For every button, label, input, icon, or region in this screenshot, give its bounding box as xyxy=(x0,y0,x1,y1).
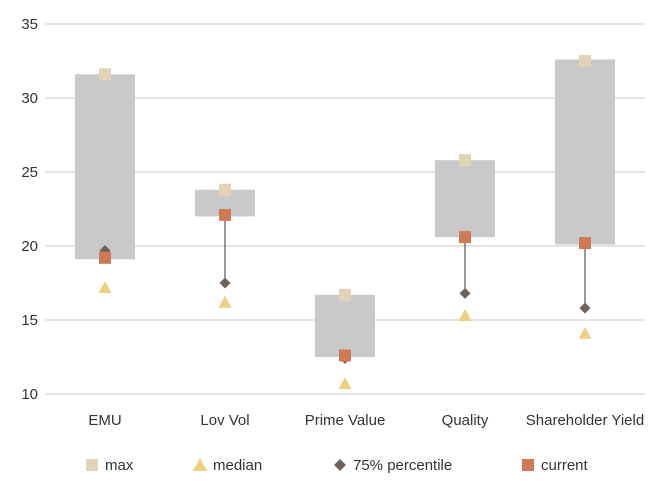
range-box xyxy=(555,59,615,245)
range-box xyxy=(75,74,135,260)
legend-label: median xyxy=(213,457,262,474)
x-tick-label: Quality xyxy=(442,412,489,429)
marker-current xyxy=(459,231,471,244)
x-tick-label: Prime Value xyxy=(305,412,386,429)
y-tick-label: 10 xyxy=(21,386,38,403)
legend-label: current xyxy=(541,457,589,474)
marker-current xyxy=(219,208,231,221)
marker-max xyxy=(459,154,471,167)
marker-median xyxy=(458,309,472,322)
legend-swatch-icon xyxy=(193,458,207,471)
marker-max xyxy=(579,55,591,67)
marker-75-percentile xyxy=(459,287,471,299)
marker-current xyxy=(339,349,351,362)
legend[interactable]: max median 75% percentile current xyxy=(86,457,589,474)
markers xyxy=(98,55,592,390)
range-box xyxy=(435,160,495,238)
marker-current xyxy=(579,237,591,250)
marker-max xyxy=(339,288,351,301)
legend-label: 75% percentile xyxy=(353,457,452,474)
x-tick-label: Shareholder Yield xyxy=(526,412,644,429)
legend-swatch-icon xyxy=(334,459,346,471)
y-tick-label: 25 xyxy=(21,164,38,181)
legend-item-75-percentile[interactable]: 75% percentile xyxy=(334,457,452,474)
marker-max xyxy=(219,183,231,196)
x-tick-label: EMU xyxy=(88,412,121,429)
marker-median xyxy=(578,326,592,339)
legend-item-median[interactable]: median xyxy=(193,457,262,474)
y-axis-ticks: 10 15 20 25 30 35 xyxy=(21,16,38,403)
marker-75-percentile xyxy=(219,277,231,289)
y-tick-label: 35 xyxy=(21,16,38,33)
x-tick-label: Lov Vol xyxy=(200,412,249,429)
marker-max xyxy=(99,68,111,81)
marker-current xyxy=(99,251,111,264)
marker-75-percentile xyxy=(579,302,591,314)
marker-median xyxy=(98,280,112,293)
marker-median xyxy=(218,295,232,308)
x-axis-ticks: EMU Lov Vol Prime Value Quality Shareholder … xyxy=(88,412,644,429)
legend-label: max xyxy=(105,457,134,474)
range-boxes xyxy=(75,59,615,357)
range-box xyxy=(315,294,375,357)
gridlines xyxy=(45,23,645,395)
y-tick-label: 20 xyxy=(21,238,38,255)
legend-swatch-icon xyxy=(522,459,534,471)
y-tick-label: 15 xyxy=(21,312,38,329)
legend-item-current[interactable]: current xyxy=(522,457,589,474)
legend-item-max[interactable]: max xyxy=(86,457,134,474)
legend-swatch-icon xyxy=(86,459,98,471)
y-tick-label: 30 xyxy=(21,90,38,107)
marker-median xyxy=(338,377,352,390)
